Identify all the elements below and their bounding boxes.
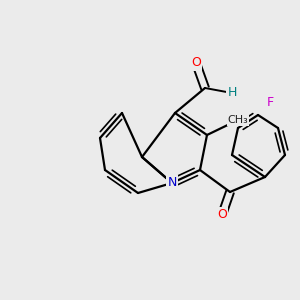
Text: CH₃: CH₃ (228, 115, 248, 125)
Text: H: H (227, 86, 237, 100)
Text: O: O (191, 56, 201, 70)
Text: O: O (217, 208, 227, 221)
Text: F: F (266, 95, 274, 109)
Text: N: N (167, 176, 177, 190)
